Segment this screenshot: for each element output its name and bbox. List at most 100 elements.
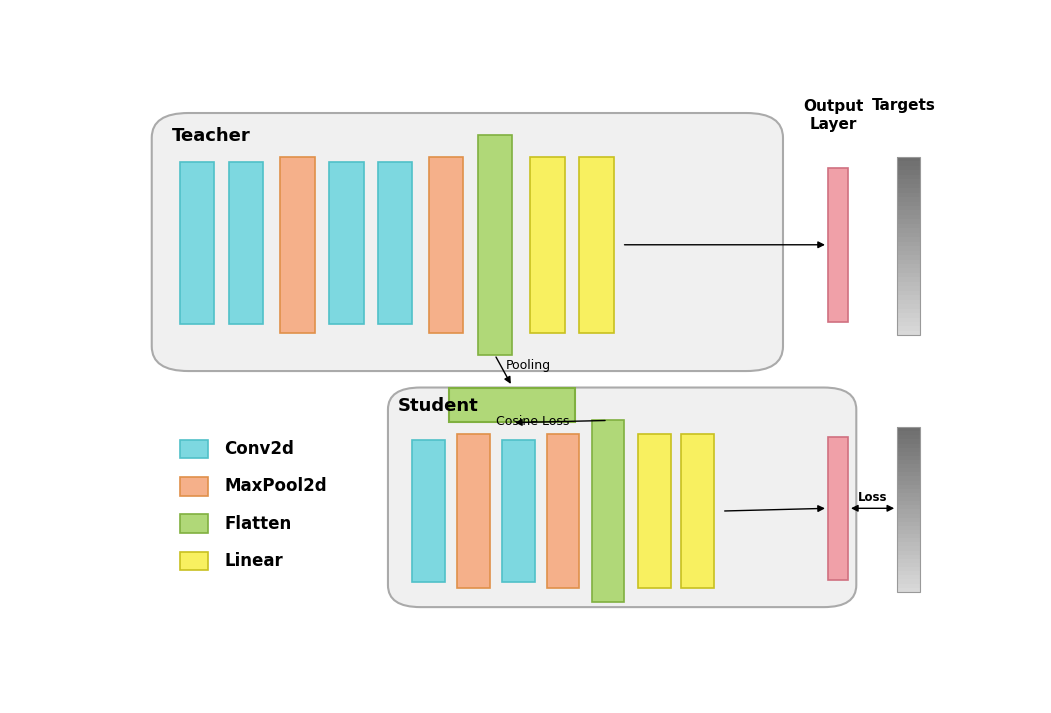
Text: Output
Layer: Output Layer (803, 99, 864, 132)
FancyBboxPatch shape (828, 437, 848, 580)
FancyBboxPatch shape (547, 434, 579, 588)
FancyBboxPatch shape (897, 175, 920, 179)
FancyBboxPatch shape (897, 161, 920, 166)
Text: Linear: Linear (224, 552, 283, 570)
FancyBboxPatch shape (579, 157, 614, 332)
Text: Conv2d: Conv2d (224, 440, 294, 458)
FancyBboxPatch shape (388, 388, 857, 607)
FancyBboxPatch shape (897, 242, 920, 246)
FancyBboxPatch shape (897, 522, 920, 526)
FancyBboxPatch shape (897, 228, 920, 232)
FancyBboxPatch shape (181, 163, 214, 324)
FancyBboxPatch shape (897, 509, 920, 513)
FancyBboxPatch shape (151, 113, 783, 371)
FancyBboxPatch shape (897, 468, 920, 472)
FancyBboxPatch shape (897, 260, 920, 264)
Text: Loss: Loss (858, 491, 887, 504)
FancyBboxPatch shape (897, 322, 920, 327)
FancyBboxPatch shape (897, 184, 920, 188)
FancyBboxPatch shape (897, 506, 920, 509)
FancyBboxPatch shape (897, 518, 920, 522)
FancyBboxPatch shape (897, 435, 920, 439)
FancyBboxPatch shape (897, 327, 920, 331)
FancyBboxPatch shape (897, 287, 920, 291)
FancyBboxPatch shape (897, 431, 920, 435)
Text: Targets: Targets (871, 98, 935, 113)
FancyBboxPatch shape (429, 157, 462, 332)
FancyBboxPatch shape (681, 434, 714, 588)
FancyBboxPatch shape (897, 264, 920, 269)
FancyBboxPatch shape (897, 295, 920, 299)
FancyBboxPatch shape (897, 489, 920, 493)
FancyBboxPatch shape (281, 157, 314, 332)
FancyBboxPatch shape (897, 255, 920, 260)
FancyBboxPatch shape (897, 534, 920, 538)
FancyBboxPatch shape (897, 588, 920, 592)
FancyBboxPatch shape (897, 299, 920, 304)
Text: MaxPool2d: MaxPool2d (224, 477, 327, 496)
FancyBboxPatch shape (897, 220, 920, 224)
FancyBboxPatch shape (897, 443, 920, 448)
FancyBboxPatch shape (897, 309, 920, 313)
FancyBboxPatch shape (477, 135, 512, 354)
FancyBboxPatch shape (449, 388, 575, 421)
FancyBboxPatch shape (897, 575, 920, 580)
FancyBboxPatch shape (897, 481, 920, 485)
FancyBboxPatch shape (897, 317, 920, 322)
Text: Cosine Loss: Cosine Loss (496, 414, 570, 428)
FancyBboxPatch shape (828, 168, 848, 322)
FancyBboxPatch shape (897, 179, 920, 184)
FancyBboxPatch shape (181, 552, 208, 570)
FancyBboxPatch shape (592, 421, 624, 602)
Text: Student: Student (397, 397, 478, 415)
FancyBboxPatch shape (897, 543, 920, 546)
Text: Flatten: Flatten (224, 515, 291, 533)
FancyBboxPatch shape (181, 477, 208, 496)
FancyBboxPatch shape (897, 439, 920, 443)
FancyBboxPatch shape (897, 188, 920, 193)
FancyBboxPatch shape (897, 170, 920, 175)
FancyBboxPatch shape (897, 555, 920, 559)
FancyBboxPatch shape (897, 567, 920, 571)
Text: Pooling: Pooling (506, 359, 551, 372)
Text: Teacher: Teacher (172, 127, 251, 145)
FancyBboxPatch shape (897, 197, 920, 202)
FancyBboxPatch shape (897, 464, 920, 468)
FancyBboxPatch shape (897, 472, 920, 476)
FancyBboxPatch shape (897, 456, 920, 460)
FancyBboxPatch shape (897, 291, 920, 295)
FancyBboxPatch shape (229, 163, 264, 324)
FancyBboxPatch shape (897, 193, 920, 197)
FancyBboxPatch shape (181, 440, 208, 458)
FancyBboxPatch shape (897, 538, 920, 543)
FancyBboxPatch shape (897, 232, 920, 237)
FancyBboxPatch shape (897, 282, 920, 287)
FancyBboxPatch shape (897, 559, 920, 563)
FancyBboxPatch shape (378, 163, 412, 324)
FancyBboxPatch shape (897, 331, 920, 335)
FancyBboxPatch shape (897, 485, 920, 489)
FancyBboxPatch shape (897, 210, 920, 215)
FancyBboxPatch shape (329, 163, 364, 324)
FancyBboxPatch shape (897, 157, 920, 161)
FancyBboxPatch shape (897, 202, 920, 206)
FancyBboxPatch shape (412, 440, 445, 583)
FancyBboxPatch shape (897, 250, 920, 255)
FancyBboxPatch shape (897, 277, 920, 282)
FancyBboxPatch shape (897, 215, 920, 220)
FancyBboxPatch shape (897, 206, 920, 210)
FancyBboxPatch shape (181, 514, 208, 533)
FancyBboxPatch shape (502, 440, 535, 583)
FancyBboxPatch shape (897, 571, 920, 575)
FancyBboxPatch shape (897, 497, 920, 501)
FancyBboxPatch shape (897, 526, 920, 530)
FancyBboxPatch shape (897, 448, 920, 452)
FancyBboxPatch shape (897, 427, 920, 431)
FancyBboxPatch shape (897, 583, 920, 588)
FancyBboxPatch shape (897, 452, 920, 456)
FancyBboxPatch shape (531, 157, 564, 332)
FancyBboxPatch shape (638, 434, 671, 588)
FancyBboxPatch shape (897, 550, 920, 555)
FancyBboxPatch shape (457, 434, 490, 588)
FancyBboxPatch shape (897, 246, 920, 250)
